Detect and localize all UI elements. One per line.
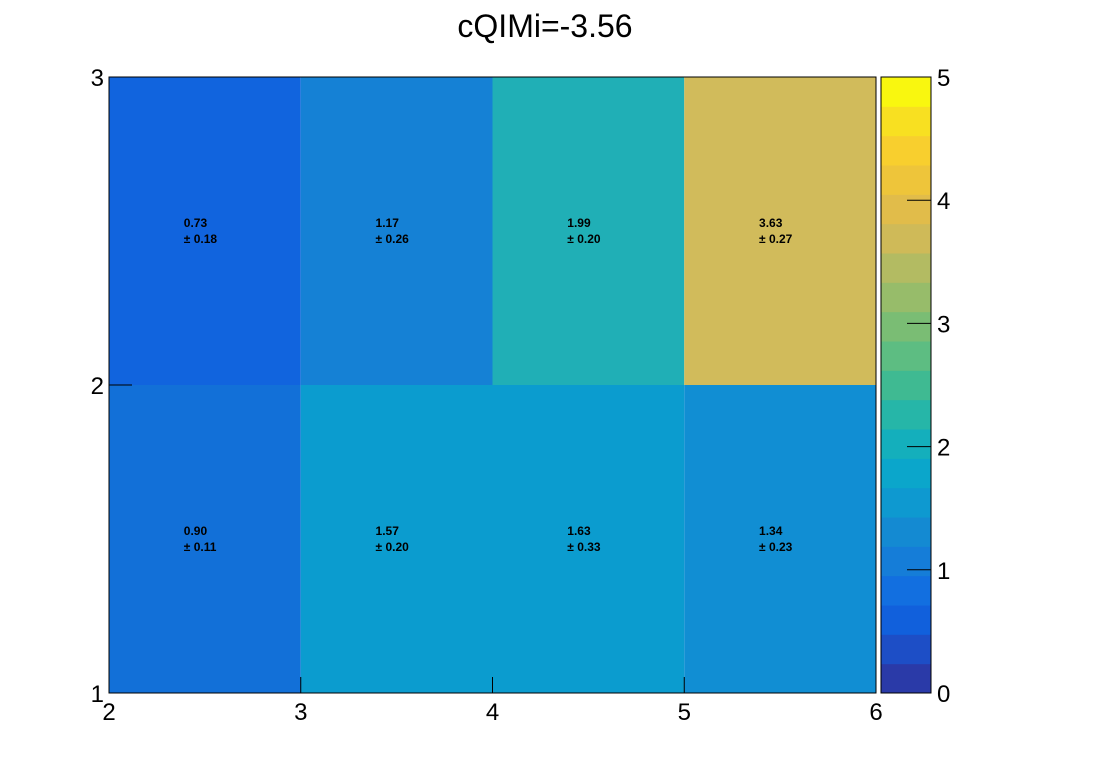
- heatmap-cell: [492, 385, 685, 693]
- heatmap-cell: [300, 385, 493, 693]
- colorbar-band: [881, 575, 931, 606]
- cell-value-label: 1.34: [759, 524, 783, 538]
- colorbar-band: [881, 487, 931, 518]
- colorbar-band: [881, 546, 931, 577]
- colorbar-band: [881, 253, 931, 283]
- cell-error-label: ± 0.20: [567, 232, 601, 246]
- colorbar-band: [881, 605, 931, 635]
- colorbar-tick-label: 1: [937, 558, 950, 585]
- colorbar-band: [881, 165, 931, 195]
- colorbar-band: [881, 135, 931, 166]
- colorbar-band: [881, 370, 931, 401]
- colorbar-band: [881, 341, 931, 371]
- y-tick-label: 1: [91, 681, 104, 708]
- cell-error-label: ± 0.11: [184, 540, 217, 554]
- colorbar-frame: [880, 76, 932, 694]
- cell-value-label: 3.63: [759, 216, 783, 230]
- colorbar-band: [881, 429, 931, 459]
- colorbar-band: [881, 517, 931, 547]
- cell-error-label: ± 0.33: [567, 540, 601, 554]
- colorbar-band: [881, 223, 931, 254]
- heatmap-cell: [684, 77, 876, 385]
- colorbar-band: [881, 458, 931, 489]
- cell-value-label: 1.99: [567, 216, 591, 230]
- cell-value-label: 0.73: [184, 216, 208, 230]
- colorbar-tick-label: 4: [937, 188, 950, 215]
- chart-title: cQIMi=-3.56: [457, 8, 632, 44]
- cell-value-label: 1.63: [567, 524, 591, 538]
- cell-error-label: ± 0.26: [376, 232, 410, 246]
- cell-error-label: ± 0.20: [376, 540, 410, 554]
- x-tick-label: 6: [869, 699, 882, 726]
- colorbar-band: [881, 663, 931, 694]
- colorbar-band: [881, 311, 931, 342]
- x-tick-label: 3: [294, 699, 307, 726]
- colorbar-tick-label: 3: [937, 311, 950, 338]
- cell-value-label: 0.90: [184, 524, 208, 538]
- colorbar-band: [881, 399, 931, 430]
- x-tick-label: 2: [102, 699, 115, 726]
- colorbar-band: [881, 77, 931, 107]
- heatmap-cell: [109, 77, 301, 385]
- heatmap-cell: [684, 385, 876, 693]
- colorbar: 0 1 2 3 4 5: [880, 65, 950, 708]
- heatmap-cell-labels: 0.90 ± 0.11 1.57 ± 0.20 1.63 ± 0.33 1.34 ± 0.23…: [184, 216, 793, 554]
- heatmap-cell: [492, 77, 685, 385]
- heatmap-cells: [109, 77, 876, 693]
- cell-value-label: 1.17: [376, 216, 400, 230]
- cell-error-label: ± 0.27: [759, 232, 793, 246]
- colorbar-tick-label: 5: [937, 65, 950, 92]
- y-tick-label: 3: [91, 65, 104, 92]
- cell-error-label: ± 0.18: [184, 232, 218, 246]
- colorbar-tick-label: 2: [937, 435, 950, 462]
- colorbar-band: [881, 106, 931, 137]
- colorbar-band: [881, 194, 931, 225]
- x-tick-label: 5: [678, 699, 691, 726]
- colorbar-tick-label: 0: [937, 681, 950, 708]
- cell-error-label: ± 0.23: [759, 540, 793, 554]
- heatmap-cell: [109, 385, 301, 693]
- y-tick-label: 2: [91, 373, 104, 400]
- colorbar-band: [881, 634, 931, 665]
- x-tick-label: 4: [486, 699, 499, 726]
- heatmap-cell: [300, 77, 493, 385]
- colorbar-band: [881, 282, 931, 313]
- cell-value-label: 1.57: [376, 524, 400, 538]
